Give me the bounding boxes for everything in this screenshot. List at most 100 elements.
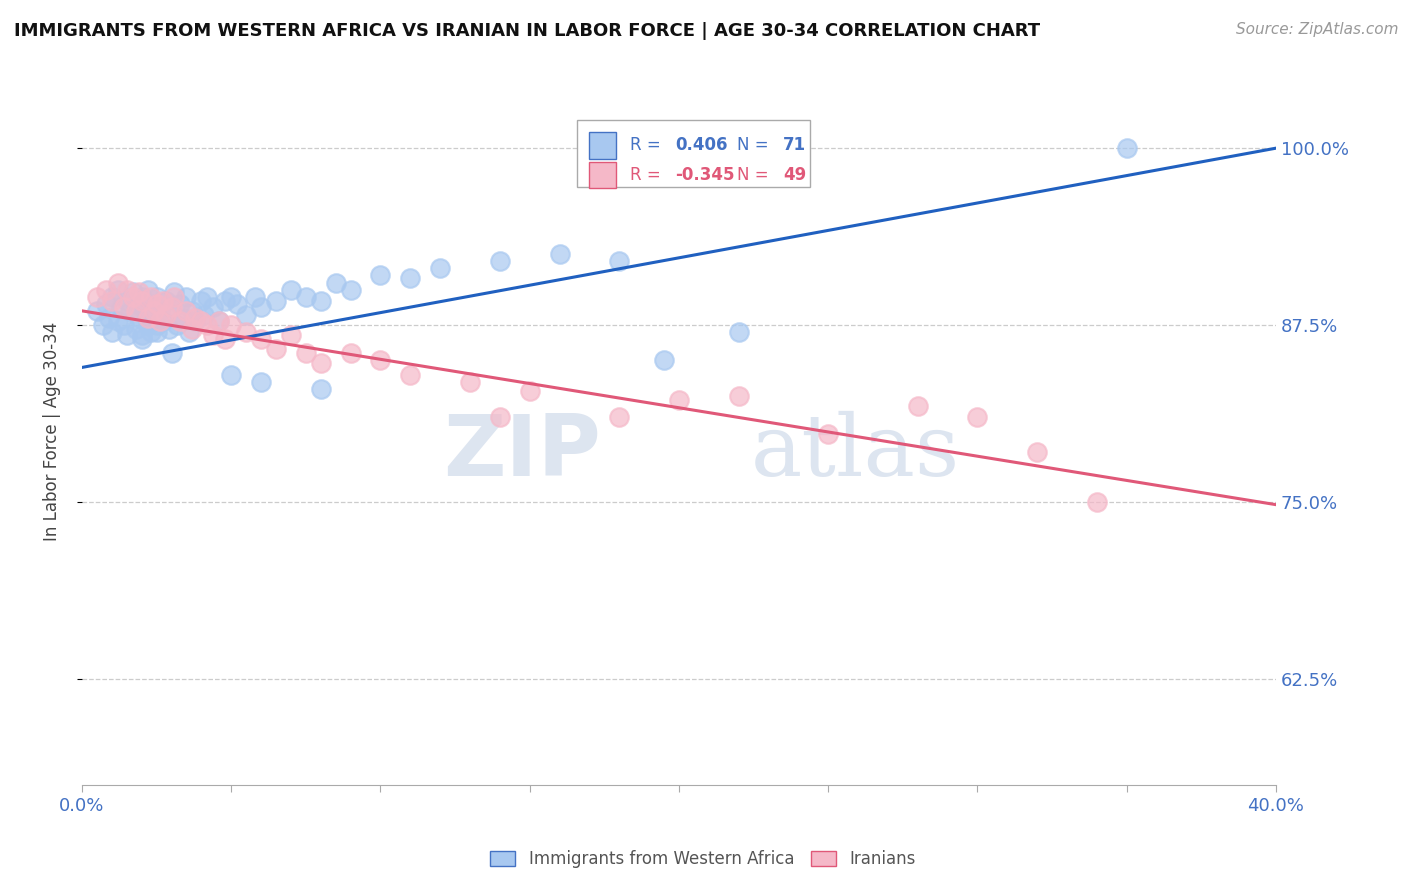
- Text: R =: R =: [630, 166, 666, 184]
- Point: [101, 293, 124, 308]
- Point: [214, 293, 236, 308]
- Text: 49: 49: [783, 166, 806, 184]
- Point: [131, 327, 153, 342]
- Point: [118, 303, 141, 318]
- Point: [399, 271, 422, 285]
- Point: [179, 325, 201, 339]
- Point: [139, 325, 162, 339]
- Point: [97, 310, 120, 325]
- Point: [136, 310, 159, 325]
- Point: [727, 325, 749, 339]
- Point: [86, 303, 108, 318]
- Point: [1115, 141, 1137, 155]
- Point: [1026, 445, 1049, 459]
- Point: [489, 254, 512, 268]
- Point: [1085, 495, 1108, 509]
- Point: [110, 300, 132, 314]
- Text: IMMIGRANTS FROM WESTERN AFRICA VS IRANIAN IN LABOR FORCE | AGE 30-34 CORRELATION: IMMIGRANTS FROM WESTERN AFRICA VS IRANIA…: [14, 22, 1040, 40]
- Bar: [589, 132, 616, 159]
- Point: [219, 318, 242, 332]
- Point: [202, 327, 225, 342]
- Point: [125, 303, 148, 318]
- Point: [121, 290, 143, 304]
- Point: [295, 346, 318, 360]
- Point: [145, 297, 167, 311]
- Point: [107, 283, 129, 297]
- Point: [160, 346, 183, 360]
- Point: [107, 276, 129, 290]
- Point: [250, 332, 273, 346]
- Point: [309, 382, 332, 396]
- FancyBboxPatch shape: [578, 120, 810, 187]
- Point: [190, 293, 212, 308]
- Point: [202, 300, 225, 314]
- Point: [339, 346, 361, 360]
- Text: atlas: atlas: [751, 410, 960, 494]
- Point: [163, 290, 186, 304]
- Point: [339, 283, 361, 297]
- Text: R =: R =: [630, 136, 666, 154]
- Point: [668, 392, 690, 407]
- Point: [181, 303, 204, 318]
- Point: [325, 276, 347, 290]
- Point: [226, 297, 249, 311]
- Point: [280, 327, 302, 342]
- Point: [115, 293, 138, 308]
- Text: 0.406: 0.406: [675, 136, 728, 154]
- Point: [139, 290, 162, 304]
- Point: [155, 308, 177, 322]
- Point: [370, 268, 392, 283]
- Point: [264, 293, 287, 308]
- Point: [235, 308, 257, 322]
- Point: [163, 285, 186, 300]
- Point: [652, 353, 675, 368]
- Point: [195, 290, 218, 304]
- Point: [155, 293, 177, 308]
- Point: [145, 318, 167, 332]
- Bar: [589, 161, 616, 188]
- Point: [145, 290, 167, 304]
- Text: 71: 71: [783, 136, 806, 154]
- Point: [214, 332, 236, 346]
- Point: [176, 290, 198, 304]
- Point: [295, 290, 318, 304]
- Point: [157, 322, 180, 336]
- Legend: Immigrants from Western Africa, Iranians: Immigrants from Western Africa, Iranians: [484, 844, 922, 875]
- Point: [86, 290, 108, 304]
- Point: [115, 283, 138, 297]
- Text: Source: ZipAtlas.com: Source: ZipAtlas.com: [1236, 22, 1399, 37]
- Text: -0.345: -0.345: [675, 166, 735, 184]
- Point: [145, 325, 167, 339]
- Point: [136, 283, 159, 297]
- Point: [131, 332, 153, 346]
- Point: [131, 290, 153, 304]
- Point: [134, 303, 156, 318]
- Point: [148, 314, 170, 328]
- Point: [727, 389, 749, 403]
- Point: [208, 314, 231, 328]
- Point: [264, 342, 287, 356]
- Point: [136, 318, 159, 332]
- Point: [94, 297, 117, 311]
- Point: [176, 303, 198, 318]
- Point: [115, 327, 138, 342]
- Point: [195, 318, 218, 332]
- Point: [142, 300, 165, 314]
- Point: [125, 322, 148, 336]
- Text: ZIP: ZIP: [444, 411, 602, 494]
- Point: [243, 290, 266, 304]
- Point: [489, 409, 512, 424]
- Point: [607, 254, 630, 268]
- Point: [817, 426, 839, 441]
- Point: [458, 375, 481, 389]
- Point: [172, 310, 194, 325]
- Point: [169, 297, 191, 311]
- Point: [125, 297, 148, 311]
- Point: [131, 293, 153, 308]
- Y-axis label: In Labor Force | Age 30-34: In Labor Force | Age 30-34: [44, 321, 60, 541]
- Point: [128, 285, 150, 300]
- Point: [166, 318, 188, 332]
- Point: [101, 290, 124, 304]
- Point: [219, 290, 242, 304]
- Point: [142, 303, 165, 318]
